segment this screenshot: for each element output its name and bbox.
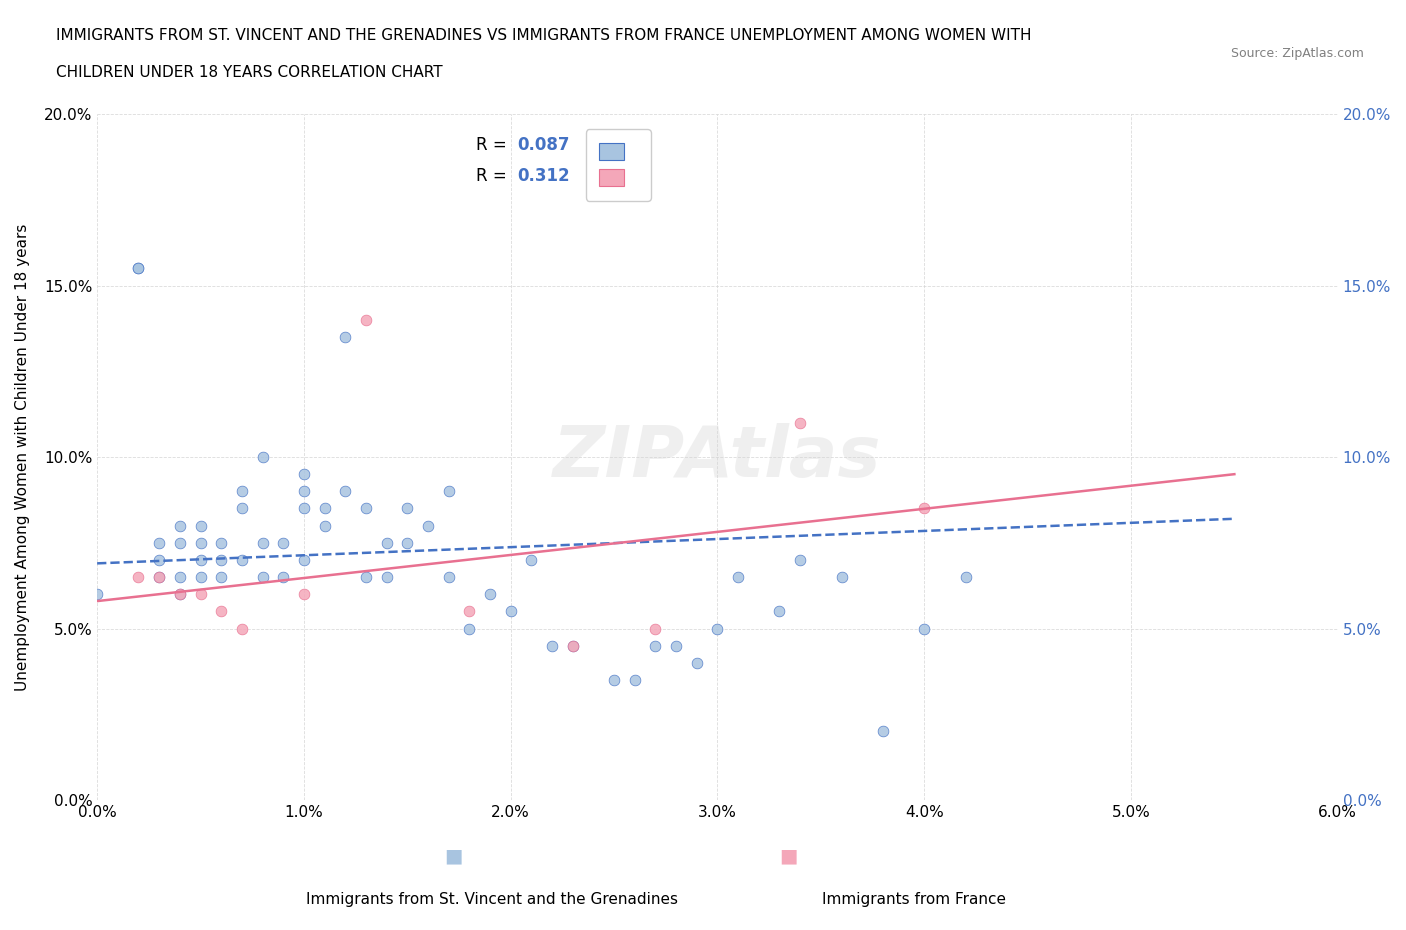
Text: Immigrants from France: Immigrants from France [823, 892, 1005, 907]
Point [127, 261, 149, 276]
Text: ■: ■ [444, 847, 463, 866]
Point [458, 621, 481, 636]
Point [209, 570, 232, 585]
Point [479, 587, 502, 602]
Point [169, 536, 191, 551]
Point [354, 501, 377, 516]
Point [231, 501, 253, 516]
Text: IMMIGRANTS FROM ST. VINCENT AND THE GRENADINES VS IMMIGRANTS FROM FRANCE UNEMPLO: IMMIGRANTS FROM ST. VINCENT AND THE GREN… [56, 28, 1032, 43]
Point [231, 484, 253, 498]
Point [499, 604, 522, 618]
Point [955, 570, 977, 585]
Point [148, 536, 170, 551]
Text: CHILDREN UNDER 18 YEARS CORRELATION CHART: CHILDREN UNDER 18 YEARS CORRELATION CHAR… [56, 65, 443, 80]
Point [437, 484, 460, 498]
Point [644, 621, 666, 636]
Point [396, 536, 419, 551]
Point [169, 587, 191, 602]
Point [190, 570, 212, 585]
Point [292, 467, 315, 482]
Point [623, 672, 645, 687]
Point [190, 518, 212, 533]
Point [520, 552, 543, 567]
Point [335, 329, 357, 344]
Point [789, 552, 811, 567]
Point [190, 587, 212, 602]
Point [686, 656, 709, 671]
Point [314, 518, 336, 533]
Point [169, 570, 191, 585]
Point [665, 638, 688, 653]
Point [252, 570, 274, 585]
Point [209, 604, 232, 618]
Point [768, 604, 790, 618]
Point [437, 570, 460, 585]
Legend: , : , [586, 129, 651, 201]
Point [335, 484, 357, 498]
Point [190, 536, 212, 551]
Point [644, 638, 666, 653]
Point [271, 536, 294, 551]
Text: ZIPAtlas: ZIPAtlas [553, 422, 882, 492]
Point [209, 552, 232, 567]
Point [190, 552, 212, 567]
Point [252, 536, 274, 551]
Point [831, 570, 853, 585]
Point [458, 604, 481, 618]
Point [789, 416, 811, 431]
Point [706, 621, 728, 636]
Text: ■: ■ [779, 847, 797, 866]
Point [169, 518, 191, 533]
Text: 0.087: 0.087 [517, 136, 571, 153]
Point [169, 587, 191, 602]
Point [912, 621, 935, 636]
Point [148, 570, 170, 585]
Text: N =: N = [575, 166, 621, 185]
Point [127, 570, 149, 585]
Point [231, 621, 253, 636]
Point [271, 570, 294, 585]
Point [252, 449, 274, 464]
Point [912, 501, 935, 516]
Point [292, 484, 315, 498]
Point [231, 552, 253, 567]
Y-axis label: Unemployment Among Women with Children Under 18 years: Unemployment Among Women with Children U… [15, 223, 30, 691]
Point [375, 536, 398, 551]
Text: N =: N = [575, 136, 621, 153]
Point [416, 518, 439, 533]
Point [561, 638, 583, 653]
Point [86, 587, 108, 602]
Point [148, 552, 170, 567]
Point [127, 261, 149, 276]
Text: R =: R = [475, 166, 512, 185]
Point [603, 672, 626, 687]
Text: 13: 13 [617, 166, 640, 185]
Point [561, 638, 583, 653]
Point [148, 570, 170, 585]
Text: 61: 61 [617, 136, 640, 153]
Point [872, 724, 894, 739]
Text: Source: ZipAtlas.com: Source: ZipAtlas.com [1230, 46, 1364, 60]
Text: R =: R = [475, 136, 512, 153]
Text: 0.312: 0.312 [517, 166, 571, 185]
Point [354, 570, 377, 585]
Point [396, 501, 419, 516]
Point [292, 587, 315, 602]
Point [375, 570, 398, 585]
Point [541, 638, 564, 653]
Point [727, 570, 749, 585]
Point [209, 536, 232, 551]
Text: Immigrants from St. Vincent and the Grenadines: Immigrants from St. Vincent and the Gren… [307, 892, 678, 907]
Point [292, 501, 315, 516]
Point [292, 552, 315, 567]
Point [314, 501, 336, 516]
Point [354, 312, 377, 327]
